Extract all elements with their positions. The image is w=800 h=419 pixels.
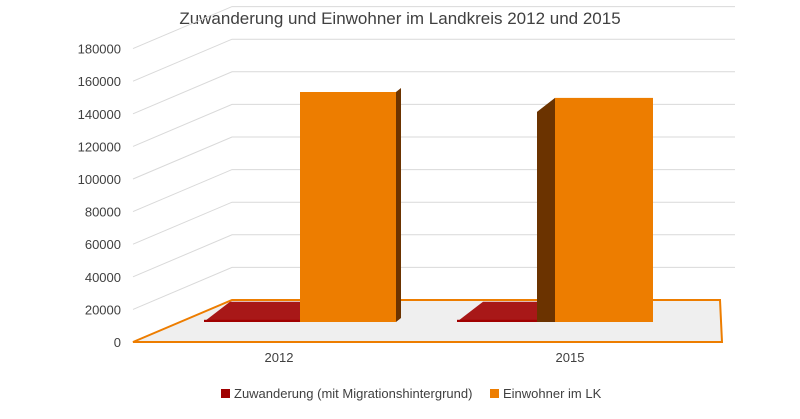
y-tick-label: 80000: [85, 205, 121, 220]
x-axis-categories: 2012 2015: [265, 350, 585, 365]
legend: Zuwanderung (mit Migrationshintergrund) E…: [221, 386, 602, 401]
y-tick-label: 40000: [85, 270, 121, 285]
x-tick-label: 2012: [265, 350, 294, 365]
bar-top: [204, 301, 300, 322]
gridline: [132, 71, 735, 115]
bar-side: [537, 97, 555, 323]
y-tick-label: 0: [114, 335, 121, 350]
gridline: [132, 6, 735, 50]
bar: [457, 319, 555, 322]
y-axis-ticks: 0 20000 40000 60000 80000 100000 120000 140000 1…: [78, 42, 121, 350]
y-tick-label: 60000: [85, 237, 121, 252]
y-tick-label: 160000: [78, 74, 121, 89]
bar: [555, 97, 653, 323]
y-tick-label: 20000: [85, 302, 121, 317]
legend-swatch: [221, 389, 230, 398]
bar: [204, 319, 300, 322]
bar-side: [396, 88, 401, 322]
y-tick-label: 140000: [78, 107, 121, 122]
x-tick-label: 2015: [556, 350, 585, 365]
bar: [300, 92, 396, 322]
gridline: [132, 38, 735, 82]
bars: [204, 88, 653, 323]
chart-title: Zuwanderung und Einwohner im Landkreis 2…: [179, 9, 620, 28]
y-tick-label: 100000: [78, 172, 121, 187]
bar-top: [457, 301, 555, 322]
y-tick-label: 180000: [78, 42, 121, 57]
legend-label: Einwohner im LK: [503, 386, 602, 401]
y-tick-label: 120000: [78, 139, 121, 154]
legend-swatch: [490, 389, 499, 398]
gridlines: [132, 6, 735, 310]
legend-label: Zuwanderung (mit Migrationshintergrund): [234, 386, 472, 401]
